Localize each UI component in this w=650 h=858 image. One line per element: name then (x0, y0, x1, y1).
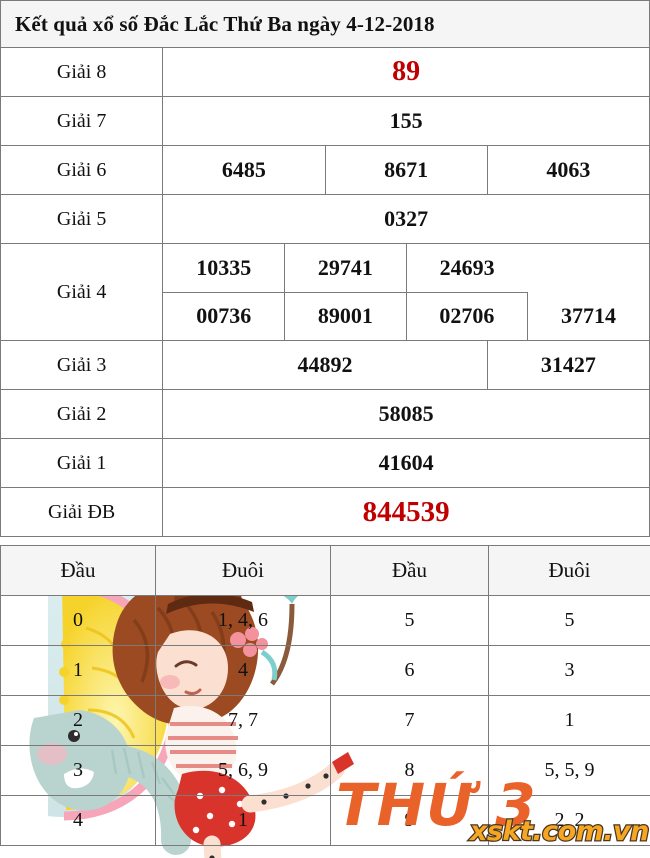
prize-value-8: 89 (162, 47, 650, 97)
header-duoi-right: Đuôi (488, 545, 650, 596)
head-tail-header-row: Đầu Đuôi Đầu Đuôi (0, 545, 650, 596)
header-dau-right: Đầu (330, 545, 489, 596)
prize-value-1: 41604 (162, 438, 650, 488)
head-tail-row: 3 5, 6, 9 8 5, 5, 9 (0, 745, 650, 796)
dau-left-4: 4 (0, 795, 156, 846)
lottery-results-table: Kết quả xổ số Đắc Lắc Thứ Ba ngày 4-12-2… (0, 0, 650, 537)
prize-label-5: Giải 5 (0, 194, 164, 244)
prize-label-2: Giải 2 (0, 389, 164, 439)
duoi-right-2: 1 (488, 695, 650, 746)
prize-4-bottom-row: 00736 89001 02706 37714 (163, 292, 649, 340)
head-tail-row: 0 1, 4, 6 5 5 (0, 595, 650, 646)
header-duoi-left: Đuôi (155, 545, 331, 596)
head-tail-table: Đầu Đuôi Đầu Đuôi 0 1, 4, 6 5 5 1 4 6 3 … (0, 545, 650, 846)
duoi-right-0: 5 (488, 595, 650, 646)
duoi-right-3: 5, 5, 9 (488, 745, 650, 796)
head-tail-row: 2 7, 7 7 1 (0, 695, 650, 746)
prize-row-7: Giải 7 155 (0, 96, 650, 146)
prize-value-4-7: 37714 (527, 292, 649, 340)
prize-value-4-3: 24693 (406, 244, 528, 293)
header-dau-left: Đầu (0, 545, 156, 596)
prize-row-5: Giải 5 0327 (0, 194, 650, 244)
duoi-right-4: 2, 2 (488, 795, 650, 846)
prize-row-db: Giải ĐB 844539 (0, 487, 650, 537)
prize-value-6-2: 8671 (324, 145, 488, 195)
dau-left-0: 0 (0, 595, 156, 646)
page-title: Kết quả xổ số Đắc Lắc Thứ Ba ngày 4-12-2… (0, 0, 650, 48)
dau-left-2: 2 (0, 695, 156, 746)
prize-value-db: 844539 (162, 487, 650, 537)
head-tail-row: 1 4 6 3 (0, 645, 650, 696)
prize-label-3: Giải 3 (0, 340, 164, 390)
prize-4-subtable: 10335 29741 24693 00736 89001 02706 3771… (163, 244, 649, 340)
dau-right-0: 5 (330, 595, 489, 646)
dau-left-3: 3 (0, 745, 156, 796)
dau-right-1: 6 (330, 645, 489, 696)
head-tail-row: 4 1 9 2, 2 (0, 795, 650, 846)
duoi-left-2: 7, 7 (155, 695, 331, 746)
duoi-left-1: 4 (155, 645, 331, 696)
prize-value-3-1: 44892 (162, 340, 488, 390)
results-title-row: Kết quả xổ số Đắc Lắc Thứ Ba ngày 4-12-2… (0, 0, 650, 48)
prize-label-db: Giải ĐB (0, 487, 164, 537)
prize-value-2: 58085 (162, 389, 650, 439)
dau-left-1: 1 (0, 645, 156, 696)
prize-row-1: Giải 1 41604 (0, 438, 650, 488)
table-separator (0, 537, 650, 545)
prize-value-4-4: 00736 (163, 292, 286, 340)
prize-value-4-2: 29741 (284, 244, 407, 293)
duoi-left-3: 5, 6, 9 (155, 745, 331, 796)
prize-4-grid: 10335 29741 24693 00736 89001 02706 3771… (162, 243, 650, 341)
prize-label-4: Giải 4 (0, 243, 164, 341)
prize-value-3-2: 31427 (486, 340, 650, 390)
prize-value-5: 0327 (162, 194, 650, 244)
dau-right-4: 9 (330, 795, 489, 846)
prize-value-6-3: 4063 (486, 145, 650, 195)
prize-value-6-1: 6485 (162, 145, 326, 195)
prize-row-3: Giải 3 44892 31427 (0, 340, 650, 390)
prize-value-4-5: 89001 (284, 292, 407, 340)
prize-value-7: 155 (162, 96, 650, 146)
duoi-left-0: 1, 4, 6 (155, 595, 331, 646)
duoi-right-1: 3 (488, 645, 650, 696)
duoi-left-4: 1 (155, 795, 331, 846)
prize-label-1: Giải 1 (0, 438, 164, 488)
dau-right-3: 8 (330, 745, 489, 796)
prize-row-6: Giải 6 6485 8671 4063 (0, 145, 650, 195)
prize-label-7: Giải 7 (0, 96, 164, 146)
prize-value-4-1: 10335 (163, 244, 286, 293)
prize-4-top-row: 10335 29741 24693 (163, 244, 649, 293)
prize-row-2: Giải 2 58085 (0, 389, 650, 439)
prize-label-8: Giải 8 (0, 47, 164, 97)
prize-row-8: Giải 8 89 (0, 47, 650, 97)
prize-label-6: Giải 6 (0, 145, 164, 195)
prize-row-4: Giải 4 10335 29741 24693 00736 89001 027… (0, 243, 650, 341)
dau-right-2: 7 (330, 695, 489, 746)
prize-value-4-6: 02706 (406, 292, 529, 340)
